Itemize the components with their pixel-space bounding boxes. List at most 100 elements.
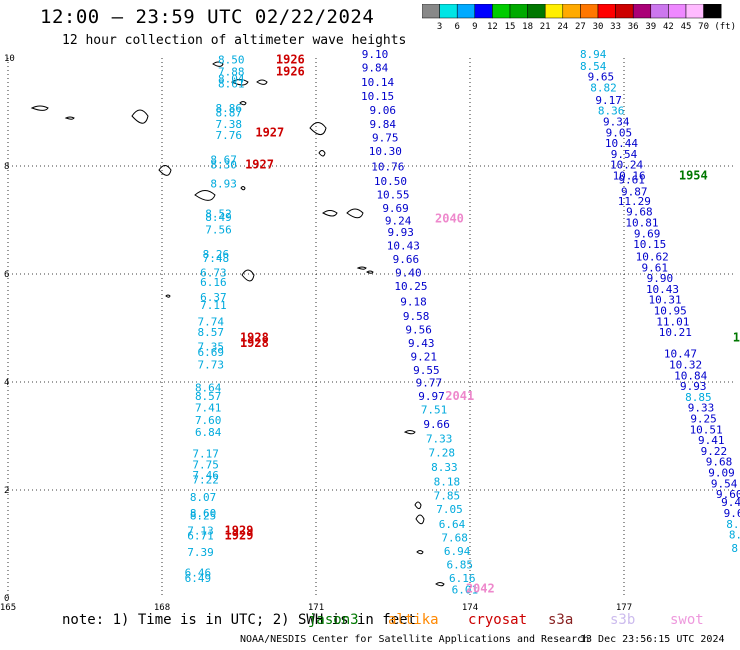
generated-timestamp: 13 Dec 23:56:15 UTC 2024: [580, 634, 725, 645]
wave-height-value: 9.90: [647, 272, 674, 285]
color-scale-label: 42: [662, 22, 674, 32]
island-outline: [309, 122, 327, 136]
wave-height-value: 7.74: [198, 315, 225, 328]
wave-height-value: 7.46: [192, 469, 219, 482]
wave-height-value: 10.24: [610, 159, 643, 172]
color-scale-label: 45: [680, 22, 692, 32]
wave-height-value: 9.09: [708, 467, 735, 480]
satellite-legend-s3b: s3b: [610, 612, 636, 628]
wave-height-value: 9.34: [603, 116, 630, 129]
y-tick-label: 4: [4, 378, 9, 388]
wave-height-value: 9.06: [369, 104, 396, 117]
wave-height-value: 10.30: [369, 145, 402, 158]
island-outline: [414, 501, 422, 510]
y-tick-label: 10: [4, 54, 15, 64]
wave-height-value: 11.29: [618, 195, 651, 208]
wave-height-value: 9.93: [387, 226, 414, 239]
wave-height-value: 6.73: [200, 267, 227, 280]
wave-height-value: 9.21: [411, 350, 438, 363]
wave-height-value: 7.75: [192, 458, 219, 471]
wave-height-value: 10.16: [613, 170, 646, 183]
wave-height-value: 10.84: [674, 369, 707, 382]
orbit-rev-label: 1928: [240, 331, 269, 345]
color-scale-label: 39: [645, 22, 657, 32]
color-scale-label: 36: [627, 22, 639, 32]
wave-height-value: 8.26: [203, 248, 230, 261]
wave-height-value: 7.73: [198, 359, 225, 372]
wave-height-value: 8.76: [726, 518, 740, 531]
island-outline: [239, 101, 247, 106]
wave-height-value: 9.77: [416, 376, 443, 389]
orbit-rev-label: 2041: [445, 389, 474, 403]
wave-height-value: 8.61: [218, 78, 245, 91]
wave-height-value: 10.47: [664, 348, 697, 361]
wave-height-value: 8.97: [729, 529, 740, 542]
wave-height-value: 9.17: [595, 94, 622, 107]
wave-height-value: 9.75: [372, 132, 399, 145]
island-outline: [256, 79, 268, 85]
island-outline: [131, 109, 149, 124]
orbit-rev-label: 2042: [466, 582, 495, 596]
island-outline: [241, 269, 255, 282]
track-1926: 8.507.888.048.61 8.868.877.387.76 8.678.30…: [185, 52, 305, 584]
wave-height-value: 8.57: [198, 326, 225, 339]
wave-height-value: 9.41: [698, 434, 725, 447]
wave-height-value: 8.33: [431, 461, 458, 474]
footnote: note: 1) Time is in UTC; 2) SWH is in fe…: [62, 612, 417, 628]
y-tick-label: 6: [4, 270, 9, 280]
wave-height-value: 8.52: [205, 207, 232, 220]
wave-height-value: 8.94: [580, 48, 607, 61]
wave-height-value: 8.64: [731, 542, 740, 555]
wave-height-value: 8.07: [190, 491, 217, 504]
wave-height-value: 9.42: [721, 496, 740, 509]
color-scale-swatch: [703, 4, 722, 19]
wave-height-value: 9.22: [701, 445, 728, 458]
page-title: 12:00 – 23:59 UTC 02/22/2024: [40, 6, 375, 28]
wave-height-value: 6.94: [444, 545, 471, 558]
wave-height-value: 8.04: [218, 72, 245, 85]
wave-height-value: 9.68: [626, 206, 653, 219]
wave-height-value: 9.25: [690, 413, 717, 426]
wave-height-value: 10.43: [387, 240, 420, 253]
wave-height-value: 9.55: [413, 364, 440, 377]
island-outline: [366, 270, 374, 274]
wave-height-value: 7.51: [421, 403, 448, 416]
color-scale-label: 18: [522, 22, 534, 32]
wave-height-value: 7.68: [441, 531, 468, 544]
satellite-legend-cryosat: cryosat: [468, 612, 528, 628]
color-scale-label: 27: [574, 22, 586, 32]
wave-height-value: 6.16: [200, 276, 227, 289]
wave-height-value: 7.22: [192, 474, 219, 487]
color-scale-labels: 3 6 9 12 15 18 21 24 27 30 33 36 39 42 45 70 (ft): [422, 22, 740, 34]
island-outline: [415, 514, 425, 525]
page-subtitle: 12 hour collection of altimeter wave hei…: [62, 33, 407, 48]
wave-height-value: 9.61: [642, 261, 669, 274]
wave-height-value: 10.15: [361, 90, 394, 103]
color-scale-label: 9: [472, 22, 478, 32]
wave-height-value: 9.61: [724, 507, 740, 520]
wave-height-value: 7.05: [436, 503, 463, 516]
island-outline: [30, 105, 49, 111]
wave-height-value: 7.60: [195, 414, 222, 427]
wave-height-value: 6.01: [452, 584, 479, 597]
wave-height-value: 8.60: [190, 507, 217, 520]
x-tick-label: 168: [154, 603, 170, 613]
color-scale-label: 70: [698, 22, 710, 32]
wave-height-value: 8.18: [434, 476, 461, 489]
wave-height-value: 6.46: [185, 566, 212, 579]
orbit-rev-label: 1929: [225, 529, 254, 543]
wave-height-value: 9.43: [408, 337, 435, 350]
wave-height-value: 8.30: [210, 159, 237, 172]
island-outline: [230, 79, 249, 86]
wave-height-value: 9.60: [716, 488, 740, 501]
wave-height-value: 10.55: [376, 188, 409, 201]
wave-height-value: 7.76: [215, 129, 242, 142]
x-tick-label: 177: [616, 603, 632, 613]
orbit-rev-label: 1954: [679, 169, 708, 183]
wave-height-value: 9.33: [688, 402, 715, 415]
wave-height-value: 7.33: [426, 432, 453, 445]
wave-height-value: 9.66: [423, 418, 450, 431]
wave-height-value: 8.49: [205, 211, 232, 224]
